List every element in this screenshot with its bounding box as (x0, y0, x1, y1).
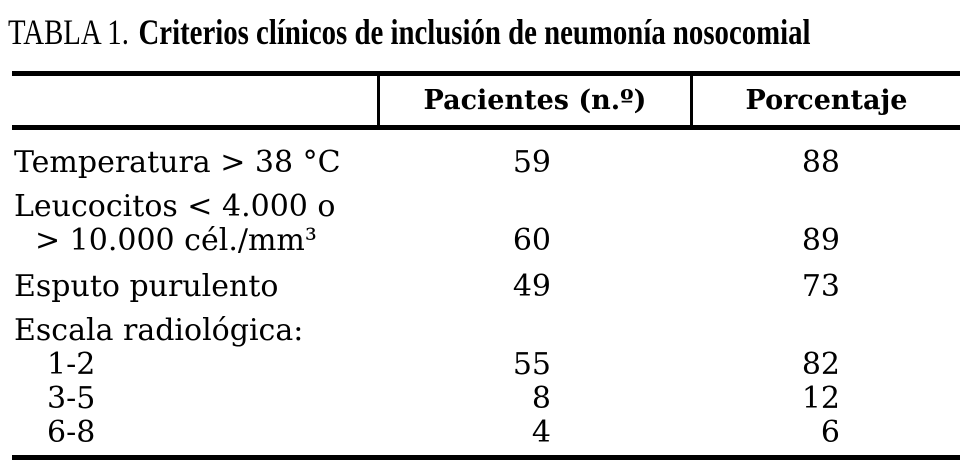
table-row: Esputo purulento 49 73 (12, 270, 960, 304)
porcentaje-cell: 89 (690, 224, 960, 258)
porcentaje-value: 88 (801, 145, 840, 180)
table-header-row: Pacientes (n.º) Porcentaje (12, 71, 960, 130)
table-title: TABLA 1. Criterios clínicos de inclusión … (8, 10, 811, 54)
pacientes-value: 4 (531, 415, 551, 450)
pacientes-value: 8 (531, 381, 551, 416)
row-label: Escala radiológica: (14, 313, 304, 348)
porcentaje-value: 82 (801, 347, 840, 382)
porcentaje-cell: 12 (690, 382, 960, 416)
row-label: 6-8 (47, 415, 96, 450)
pacientes-cell: 59 (377, 146, 690, 180)
row-label: Temperatura > 38 °C (14, 145, 341, 180)
table-title-label: TABLA 1. (8, 12, 129, 52)
pacientes-cell: 55 (377, 348, 690, 382)
porcentaje-cell: 82 (690, 348, 960, 382)
pacientes-value: 49 (512, 269, 551, 304)
pacientes-cell (377, 190, 690, 224)
pacientes-cell: 8 (377, 382, 690, 416)
porcentaje-value: 12 (801, 381, 840, 416)
porcentaje-value: 73 (801, 269, 840, 304)
porcentaje-cell: 6 (690, 416, 960, 450)
pacientes-cell: 49 (377, 270, 690, 304)
table-body: Temperatura > 38 °C 59 88 Leucocitos < 4… (12, 146, 960, 460)
porcentaje-value: 89 (801, 223, 840, 258)
row-label: > 10.000 cél./mm³ (35, 223, 317, 258)
pacientes-cell (377, 314, 690, 348)
porcentaje-cell (690, 314, 960, 348)
porcentaje-cell (690, 190, 960, 224)
table-title-text: Criterios clínicos de inclusión de neumo… (138, 12, 811, 52)
header-cell-porcentaje: Porcentaje (690, 76, 960, 125)
header-cell-criterion (12, 76, 377, 125)
table-row: Escala radiológica: (12, 314, 960, 348)
table-row: 6-8 4 6 (12, 416, 960, 450)
pacientes-cell: 4 (377, 416, 690, 450)
row-label: 3-5 (47, 381, 96, 416)
pacientes-value: 55 (512, 347, 551, 382)
porcentaje-value: 6 (820, 415, 840, 450)
porcentaje-cell: 88 (690, 146, 960, 180)
pacientes-value: 60 (512, 223, 551, 258)
pacientes-cell: 60 (377, 224, 690, 258)
table-row: Temperatura > 38 °C 59 88 (12, 146, 960, 180)
table-row: > 10.000 cél./mm³ 60 89 (12, 224, 960, 258)
table: Pacientes (n.º) Porcentaje Temperatura >… (12, 71, 960, 460)
table-row: Leucocitos < 4.000 o (12, 190, 960, 224)
row-label: 1-2 (47, 347, 96, 382)
row-label: Esputo purulento (14, 269, 279, 304)
table-row: 1-2 55 82 (12, 348, 960, 382)
table-row: 3-5 8 12 (12, 382, 960, 416)
header-cell-pacientes: Pacientes (n.º) (377, 76, 690, 125)
porcentaje-cell: 73 (690, 270, 960, 304)
pacientes-value: 59 (512, 145, 551, 180)
row-label: Leucocitos < 4.000 o (14, 189, 336, 224)
